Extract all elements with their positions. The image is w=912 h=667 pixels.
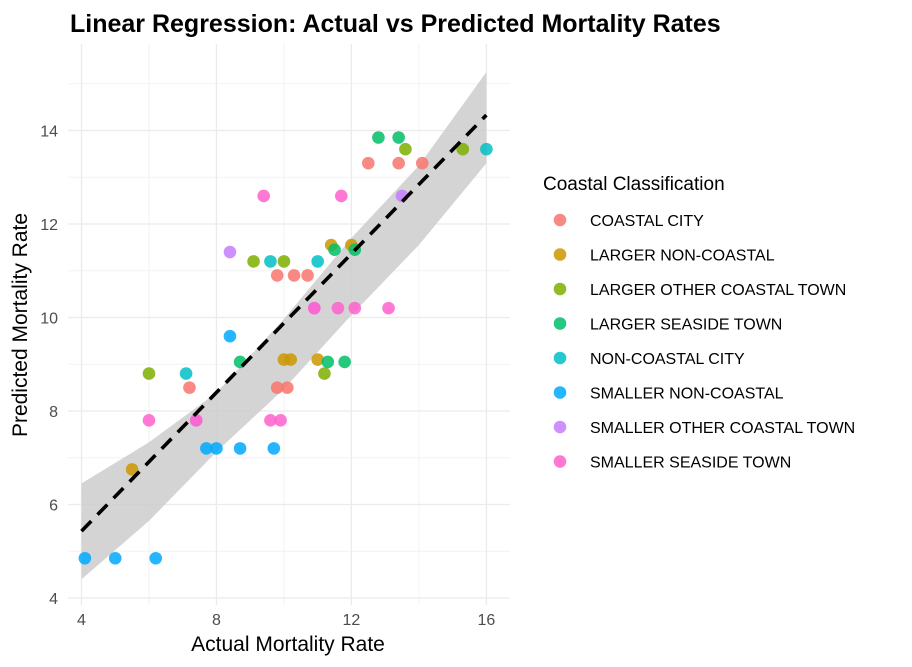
y-tick-label: 6	[49, 497, 58, 514]
data-point-smaller-seaside-town	[264, 414, 277, 427]
data-point-larger-other-coastal-town	[142, 367, 156, 380]
data-point-larger-seaside-town	[321, 355, 335, 369]
data-point-larger-seaside-town	[372, 131, 385, 144]
legend-key-larger-other-coastal-town	[553, 282, 567, 296]
data-point-larger-seaside-town	[338, 355, 351, 369]
legend-key-smaller-other-coastal-town	[553, 420, 567, 434]
legend-label-smaller-other-coastal-town: SMALLER OTHER COASTAL TOWN	[590, 420, 855, 437]
data-point-larger-other-coastal-town	[318, 367, 331, 380]
legend-label-smaller-non-coastal: SMALLER NON-COASTAL	[590, 386, 784, 403]
x-axis-ticks: 4 8 12 16	[77, 612, 495, 629]
data-point-smaller-non-coastal	[108, 551, 122, 565]
y-tick-label: 14	[40, 123, 58, 140]
points-layer	[78, 131, 493, 565]
data-point-coastal-city	[392, 156, 405, 170]
y-axis-title: Predicted Mortality Rate	[9, 213, 32, 437]
data-point-larger-other-coastal-town	[247, 255, 260, 268]
data-point-larger-seaside-town	[392, 131, 405, 144]
data-point-coastal-city	[361, 156, 375, 170]
x-tick-label: 16	[477, 612, 495, 629]
legend: Coastal Classification COASTAL CITY LARGE…	[543, 174, 855, 472]
data-point-coastal-city	[281, 381, 294, 394]
data-point-smaller-seaside-town	[257, 189, 270, 203]
data-point-smaller-other-coastal-town	[223, 245, 237, 259]
data-point-coastal-city	[183, 381, 196, 394]
chart-title: Linear Regression: Actual vs Predicted M…	[70, 10, 721, 38]
data-point-smaller-seaside-town	[348, 301, 362, 315]
data-point-coastal-city	[415, 156, 429, 170]
regression-line	[80, 113, 488, 533]
legend-key-smaller-seaside-town	[553, 455, 567, 468]
data-point-non-coastal-city	[264, 255, 277, 268]
legend-label-coastal-city: COASTAL CITY	[590, 213, 704, 230]
data-point-coastal-city	[270, 381, 284, 394]
legend-key-smaller-non-coastal	[553, 386, 567, 399]
data-point-larger-other-coastal-town	[456, 142, 470, 156]
legend-key-coastal-city	[553, 213, 567, 227]
data-point-larger-other-coastal-town	[399, 142, 412, 156]
data-point-smaller-non-coastal	[210, 442, 223, 455]
data-point-smaller-seaside-town	[308, 301, 321, 315]
data-point-smaller-seaside-town	[274, 414, 287, 427]
data-point-smaller-non-coastal	[78, 551, 92, 565]
data-point-larger-other-coastal-town	[277, 255, 291, 268]
y-tick-label: 12	[40, 217, 58, 234]
data-point-non-coastal-city	[311, 255, 324, 268]
data-point-smaller-non-coastal	[149, 551, 163, 565]
fit-layer	[80, 113, 488, 533]
data-point-smaller-seaside-town	[382, 301, 395, 315]
legend-label-larger-seaside-town: LARGER SEASIDE TOWN	[590, 317, 782, 334]
legend-label-larger-other-coastal-town: LARGER OTHER COASTAL TOWN	[590, 282, 846, 299]
legend-key-larger-non-coastal	[553, 248, 567, 261]
x-tick-label: 12	[343, 612, 361, 629]
data-point-larger-seaside-town	[328, 243, 341, 256]
y-axis-ticks: 4 6 8 10 12 14	[40, 123, 58, 608]
data-point-smaller-non-coastal	[223, 329, 237, 343]
x-tick-label: 4	[77, 612, 86, 629]
legend-key-non-coastal-city	[553, 351, 567, 365]
data-point-smaller-non-coastal	[200, 442, 213, 455]
legend-label-non-coastal-city: NON-COASTAL CITY	[590, 351, 745, 368]
data-point-coastal-city	[270, 269, 284, 282]
y-tick-label: 4	[49, 591, 58, 608]
data-point-smaller-seaside-town	[189, 414, 203, 427]
legend-title: Coastal Classification	[543, 174, 725, 195]
x-tick-label: 8	[212, 612, 221, 629]
legend-label-smaller-seaside-town: SMALLER SEASIDE TOWN	[590, 455, 791, 472]
data-point-larger-non-coastal	[311, 353, 324, 366]
data-point-smaller-seaside-town	[142, 414, 156, 427]
data-point-non-coastal-city	[480, 142, 493, 156]
data-point-coastal-city	[287, 269, 301, 282]
data-point-smaller-non-coastal	[267, 442, 281, 455]
data-point-smaller-seaside-town	[334, 189, 348, 203]
legend-label-larger-non-coastal: LARGER NON-COASTAL	[590, 248, 775, 265]
y-tick-label: 10	[40, 310, 58, 327]
data-point-larger-non-coastal	[125, 463, 139, 476]
data-point-coastal-city	[301, 269, 314, 282]
data-point-smaller-non-coastal	[233, 442, 247, 455]
data-point-smaller-seaside-town	[331, 301, 345, 315]
data-point-non-coastal-city	[179, 367, 193, 380]
y-tick-label: 8	[49, 404, 58, 421]
x-axis-title: Actual Mortality Rate	[191, 633, 385, 656]
data-point-larger-non-coastal	[284, 353, 297, 366]
legend-key-larger-seaside-town	[553, 317, 567, 330]
